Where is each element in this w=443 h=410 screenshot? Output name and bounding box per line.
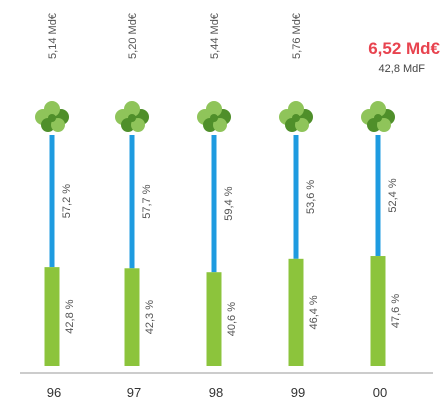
pct-label-lower-99: 46,4 % — [308, 295, 320, 329]
pct-label-lower-00: 47,6 % — [390, 294, 402, 328]
clover-leaf-97-2 — [124, 101, 140, 117]
pct-label-upper-00: 52,4 % — [387, 178, 399, 212]
clover-icon — [279, 101, 313, 132]
pct-label-upper-96: 57,2 % — [61, 184, 73, 218]
clover-center-00 — [374, 114, 382, 122]
bar-lower-00 — [370, 256, 386, 366]
bar-lower-96 — [44, 267, 60, 366]
pct-label-lower-96: 42,8 % — [64, 299, 76, 333]
clover-center-98 — [210, 114, 218, 122]
bar-upper-98 — [211, 135, 217, 273]
clover-leaf-00-2 — [370, 101, 386, 117]
year-label-97: 97 — [127, 385, 141, 400]
chart-marks: 57,2 % 42,8 % 5,14 Md€ 96 57,7 % 42,3 % 5,20 M… — [35, 13, 402, 400]
total-label-99: 5,76 Md€ — [291, 13, 303, 59]
clover-center-96 — [48, 114, 56, 122]
pct-label-lower-98: 40,6 % — [226, 302, 238, 336]
clover-leaf-97-4 — [131, 118, 145, 132]
total-label-96: 5,14 Md€ — [47, 13, 59, 59]
clover-leaf-98-2 — [206, 101, 222, 117]
clover-leaf-98-4 — [213, 118, 227, 132]
clover-leaf-96-4 — [51, 118, 65, 132]
clover-icon — [361, 101, 395, 132]
clover-center-99 — [292, 114, 300, 122]
clover-icon — [197, 101, 231, 132]
clover-leaf-99-2 — [288, 101, 304, 117]
pct-label-upper-97: 57,7 % — [141, 184, 153, 218]
year-label-99: 99 — [291, 385, 305, 400]
bar-lower-99 — [288, 258, 304, 366]
year-label-96: 96 — [47, 385, 61, 400]
bar-lower-97 — [124, 268, 140, 366]
clover-leaf-96-2 — [44, 101, 60, 117]
highlight-total-label: 6,52 Md€ — [368, 39, 440, 58]
clover-leaf-00-4 — [377, 118, 391, 132]
clover-icon — [115, 101, 149, 132]
clover-leaf-99-4 — [295, 118, 309, 132]
bar-upper-97 — [129, 135, 135, 269]
bar-upper-99 — [293, 135, 299, 259]
pct-label-upper-98: 59,4 % — [223, 186, 235, 220]
pct-label-upper-99: 53,6 % — [305, 180, 317, 214]
pct-label-lower-97: 42,3 % — [144, 300, 156, 334]
clover-icon — [35, 101, 69, 132]
highlight-sub-label: 42,8 MdF — [379, 63, 426, 75]
clover-center-97 — [128, 114, 136, 122]
total-label-98: 5,44 Md€ — [209, 13, 221, 59]
bar-upper-00 — [375, 135, 381, 257]
total-label-97: 5,20 Md€ — [127, 13, 139, 59]
year-label-98: 98 — [209, 385, 223, 400]
year-label-00: 00 — [373, 385, 387, 400]
bar-upper-96 — [49, 135, 55, 268]
bar-lower-98 — [206, 272, 222, 366]
